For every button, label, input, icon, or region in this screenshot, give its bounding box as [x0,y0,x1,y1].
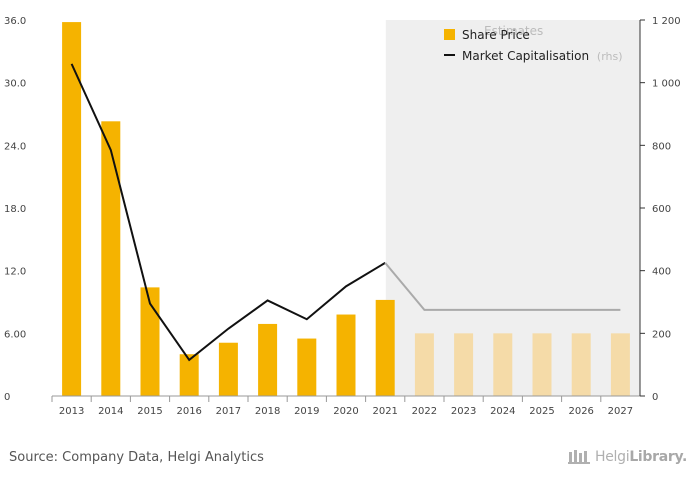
legend-share-price-label: Share Price [462,28,530,42]
estimates-label: Estimates [484,24,543,38]
left-tick-label: 6.00 [4,329,26,340]
left-tick-label: 18.0 [4,204,26,215]
x-tick-label: 2021 [372,406,397,417]
bar-share-price-2026 [571,333,591,396]
bar-share-price-2013 [62,22,82,396]
bar-share-price-2021 [375,299,395,396]
bar-share-price-2027 [610,333,630,396]
x-tick-label: 2016 [176,406,201,417]
bar-share-price-2024 [493,333,513,396]
x-tick-label: 2023 [451,406,476,417]
brand-light: Helgi [595,449,630,465]
x-tick-label: 2025 [529,406,554,417]
left-tick-label: 24.0 [4,141,26,152]
bar-share-price-2018 [258,323,278,396]
x-tick-label: 2027 [608,406,633,417]
left-tick-label: 30.0 [4,79,26,90]
line-layer [70,63,621,362]
x-tick-label: 2015 [137,406,162,417]
legend: Share Price Market Capitalisation (rhs) [444,28,623,63]
right-tick-label: 800 [652,141,671,152]
x-axis: 2013 2014 2015 2016 2017 2018 2019 2020 2021 2022… [51,396,633,417]
library-icon [568,450,590,464]
x-tick-label: 2022 [412,406,437,417]
right-axis: 0 200 400 600 800 1 000 1 200 [640,16,681,403]
right-tick-label: 400 [652,267,671,278]
legend-market-cap-text: Market Capitalisation (rhs) [462,49,623,63]
right-tick-label: 600 [652,204,671,215]
bar-share-price-2017 [218,342,238,396]
line-market-cap-actual [70,63,386,362]
left-tick-label: 36.0 [4,16,26,27]
right-tick-label: 200 [652,329,671,340]
x-tick-label: 2026 [568,406,593,417]
bar-share-price-2022 [414,333,434,396]
bar-share-price-2016 [179,354,199,396]
legend-share-price-swatch [444,29,455,40]
x-tick-label: 2019 [294,406,319,417]
brand-bold: Library. [629,449,688,465]
bar-share-price-2023 [454,333,474,396]
bar-share-price-2019 [297,338,317,396]
line-market-cap-estimate [384,262,621,311]
legend-market-cap-label: Market Capitalisation [462,49,589,63]
x-tick-label: 2018 [255,406,280,417]
x-tick-label: 2013 [59,406,84,417]
x-tick-label: 2017 [216,406,241,417]
right-tick-label: 0 [652,392,658,403]
source-note: Source: Company Data, Helgi Analytics [9,450,264,465]
brand-logo: HelgiLibrary. [568,448,687,465]
right-tick-label: 1 000 [652,79,681,90]
left-axis: 0 6.00 12.0 18.0 24.0 30.0 36.0 [4,16,26,403]
bar-share-price-2014 [101,121,121,397]
left-tick-label: 0 [4,392,10,403]
bar-share-price-2020 [336,314,356,396]
x-tick-label: 2024 [490,406,515,417]
bars-layer [62,22,630,397]
legend-rhs-suffix: (rhs) [597,50,623,63]
bar-share-price-2015 [140,287,160,396]
chart: Estimates 0 6.00 12.0 18.0 24.0 30.0 36.0 0 200… [4,16,681,417]
x-tick-label: 2014 [98,406,123,417]
left-tick-label: 12.0 [4,267,26,278]
bar-share-price-2025 [532,333,552,396]
x-tick-label: 2020 [333,406,358,417]
right-tick-label: 1 200 [652,16,681,27]
